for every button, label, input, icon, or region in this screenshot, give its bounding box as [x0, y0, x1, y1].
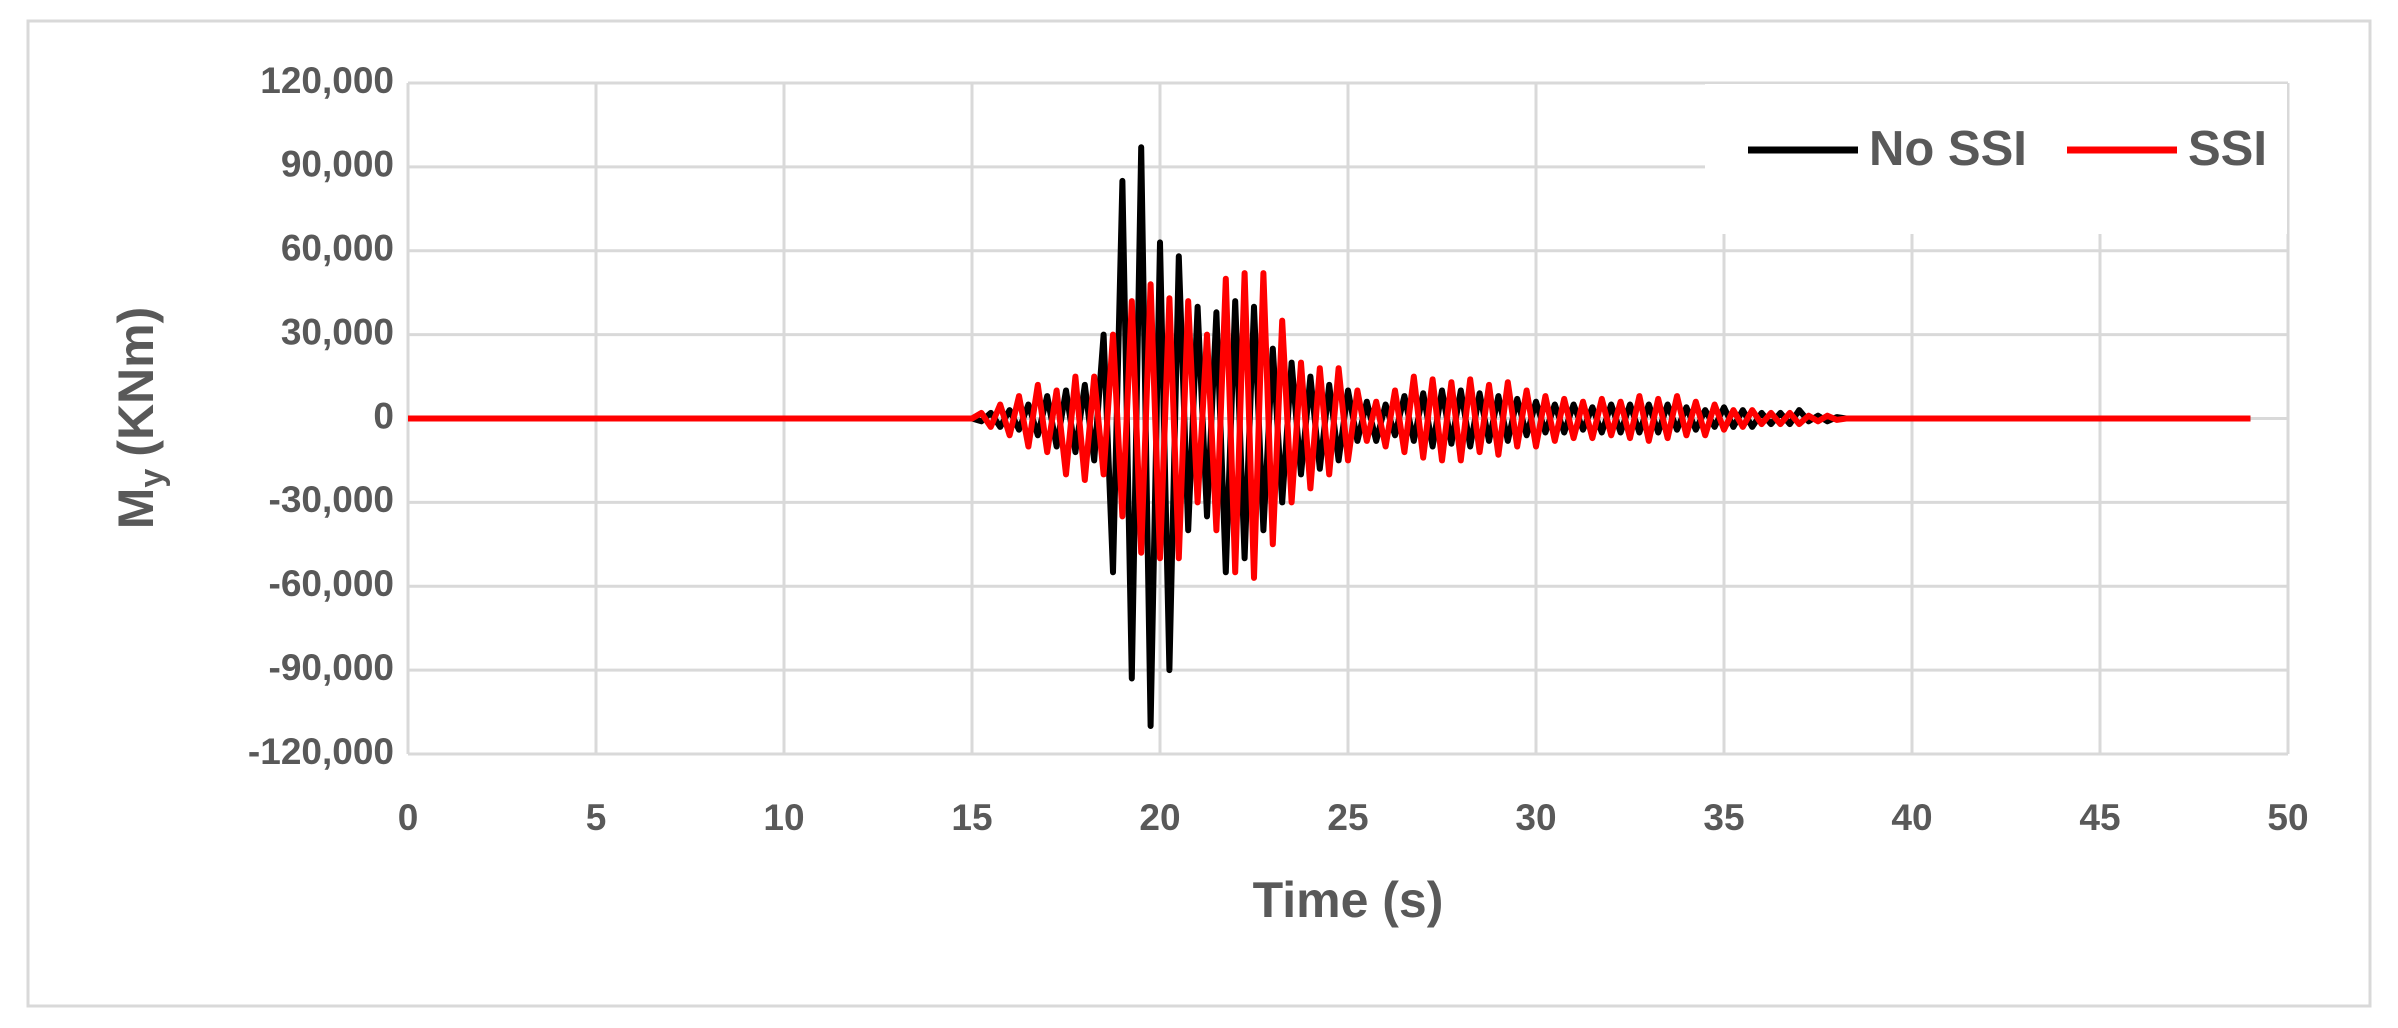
x-tick-label: 15 [951, 797, 992, 838]
series-line [408, 270, 2251, 581]
x-tick-label: 25 [1327, 797, 1368, 838]
x-tick-label: 50 [2267, 797, 2308, 838]
y-tick-label: -60,000 [269, 563, 395, 604]
legend: No SSI SSI [1705, 84, 2287, 234]
y-tick-label: 90,000 [281, 144, 394, 185]
x-tick-label: 10 [763, 797, 804, 838]
series-line [408, 144, 2251, 729]
plot-lines [408, 144, 2251, 729]
y-axis-title: My (KNm) [108, 307, 171, 530]
y-tick-label: -120,000 [248, 731, 394, 772]
legend-box [1705, 84, 2287, 234]
x-tick-label: 45 [2079, 797, 2120, 838]
legend-label: SSI [2188, 122, 2267, 176]
legend-label: No SSI [1869, 122, 2027, 176]
y-tick-label: 0 [373, 395, 394, 436]
x-tick-label: 40 [1891, 797, 1932, 838]
x-tick-label: 30 [1515, 797, 1556, 838]
x-tick-label: 5 [586, 797, 607, 838]
y-tick-label: 60,000 [281, 228, 394, 269]
y-title-main: M [108, 488, 164, 530]
labels: -120,000 -90,000 -60,000 -30,000 0 30,000 60,0… [248, 60, 2309, 838]
x-axis-title: Time (s) [1253, 872, 1444, 928]
y-tick-label: -90,000 [269, 647, 395, 688]
y-title-sub: y [133, 469, 171, 488]
y-tick-label: -30,000 [269, 479, 395, 520]
x-tick-label: 20 [1139, 797, 1180, 838]
y-tick-label: 30,000 [281, 311, 394, 352]
y-title-unit: (KNm) [108, 307, 164, 457]
x-tick-label: 0 [398, 797, 419, 838]
y-tick-label: 120,000 [260, 60, 394, 101]
x-tick-label: 35 [1703, 797, 1744, 838]
